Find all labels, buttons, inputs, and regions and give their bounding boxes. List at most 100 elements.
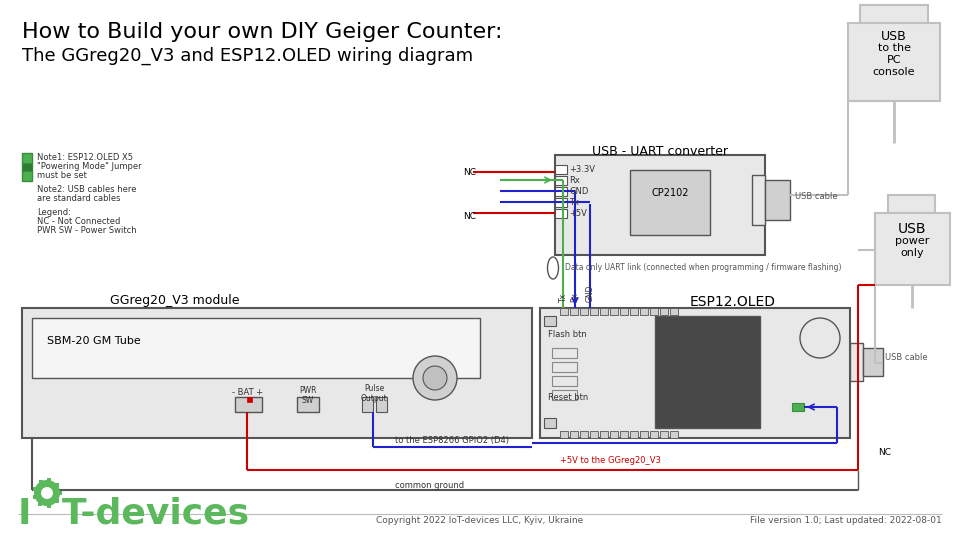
Bar — [888, 195, 935, 213]
Text: How to Build your own DIY Geiger Counter:: How to Build your own DIY Geiger Counter… — [22, 22, 502, 42]
Bar — [670, 308, 678, 315]
Text: Rx: Rx — [570, 292, 580, 302]
Text: Tx: Tx — [559, 293, 567, 302]
Circle shape — [34, 480, 60, 506]
Text: Note2: USB cables here: Note2: USB cables here — [37, 185, 136, 194]
Circle shape — [423, 366, 447, 390]
Bar — [655, 316, 760, 428]
Text: USB cable: USB cable — [885, 353, 927, 362]
Bar — [560, 308, 568, 315]
Bar — [875, 213, 950, 285]
Bar — [580, 431, 588, 438]
Bar — [590, 308, 598, 315]
Bar — [590, 431, 598, 438]
Text: Tx: Tx — [569, 198, 579, 207]
Bar — [630, 170, 710, 235]
Bar — [38, 480, 42, 484]
Text: USB cable: USB cable — [795, 192, 838, 201]
Bar — [33, 487, 36, 490]
Bar — [848, 23, 940, 101]
Text: Note1: ESP12.OLED X5: Note1: ESP12.OLED X5 — [37, 153, 133, 162]
Text: only: only — [900, 248, 924, 258]
Bar — [670, 431, 678, 438]
Bar — [235, 397, 262, 412]
Bar — [660, 308, 668, 315]
Text: GGreg20_V3 module: GGreg20_V3 module — [110, 294, 240, 307]
Bar — [610, 308, 618, 315]
Text: NC - Not Connected: NC - Not Connected — [37, 217, 120, 226]
Text: - BAT +: - BAT + — [232, 388, 264, 397]
Bar — [552, 390, 577, 400]
Bar — [58, 491, 62, 495]
Bar — [297, 397, 319, 412]
Bar — [552, 376, 577, 386]
Text: are standard cables: are standard cables — [37, 194, 121, 203]
Text: NC: NC — [463, 212, 476, 221]
Bar — [620, 431, 628, 438]
Text: T-devices: T-devices — [62, 497, 251, 531]
Text: to the ESP8266 GPIO2 (D4): to the ESP8266 GPIO2 (D4) — [395, 436, 509, 445]
Bar — [580, 308, 588, 315]
Text: "Powering Mode" Jumper: "Powering Mode" Jumper — [37, 162, 142, 171]
Bar — [22, 153, 32, 181]
Text: SBM-20 GM Tube: SBM-20 GM Tube — [47, 336, 141, 346]
Circle shape — [41, 487, 53, 499]
Text: to the: to the — [877, 43, 910, 53]
Text: Legend:: Legend: — [37, 208, 71, 217]
Bar — [640, 308, 648, 315]
Text: +3.3V: +3.3V — [569, 165, 595, 174]
Bar — [55, 500, 59, 503]
Text: console: console — [873, 67, 915, 77]
Text: Data only UART link (connected when programming / firmware flashing): Data only UART link (connected when prog… — [565, 263, 842, 272]
Bar — [544, 316, 556, 326]
Bar — [620, 308, 628, 315]
Bar — [600, 431, 608, 438]
Bar — [560, 431, 568, 438]
Bar — [860, 5, 928, 23]
Bar — [630, 308, 638, 315]
Bar — [22, 308, 532, 438]
Text: Rx: Rx — [569, 176, 580, 185]
Bar — [555, 165, 567, 174]
Text: GND: GND — [569, 187, 588, 196]
Bar — [630, 431, 638, 438]
Bar — [38, 502, 42, 507]
Bar — [752, 175, 765, 225]
Text: Flash btn: Flash btn — [548, 330, 587, 339]
Circle shape — [413, 356, 457, 400]
Bar — [570, 308, 578, 315]
Text: +5V to the GGreg20_V3: +5V to the GGreg20_V3 — [560, 456, 660, 465]
Bar — [555, 155, 765, 255]
Text: GND: GND — [586, 285, 594, 302]
Text: USB: USB — [881, 30, 907, 43]
Bar — [650, 431, 658, 438]
Text: PWR
SW: PWR SW — [300, 386, 317, 406]
Text: PC: PC — [887, 55, 901, 65]
Text: Pulse
Output: Pulse Output — [361, 384, 388, 403]
Bar — [863, 348, 883, 376]
Bar — [555, 176, 567, 185]
Bar — [765, 180, 790, 220]
Bar — [650, 308, 658, 315]
Bar — [552, 362, 577, 372]
Text: The GGreg20_V3 and ESP12.OLED wiring diagram: The GGreg20_V3 and ESP12.OLED wiring dia… — [22, 47, 473, 65]
Text: Copyright 2022 IoT-devices LLC, Kyiv, Ukraine: Copyright 2022 IoT-devices LLC, Kyiv, Uk… — [376, 516, 584, 525]
Bar — [610, 431, 618, 438]
Text: common ground: common ground — [396, 481, 465, 490]
Bar — [22, 163, 32, 171]
Bar — [555, 209, 567, 218]
Text: File version 1.0; Last updated: 2022-08-01: File version 1.0; Last updated: 2022-08-… — [751, 516, 942, 525]
Text: PWR SW - Power Switch: PWR SW - Power Switch — [37, 226, 136, 235]
Text: NC: NC — [878, 448, 891, 457]
Bar — [47, 478, 51, 482]
Text: USB - UART converter: USB - UART converter — [592, 145, 728, 158]
Text: USB: USB — [898, 222, 926, 236]
Text: must be set: must be set — [37, 171, 86, 180]
Text: I: I — [18, 497, 32, 531]
Bar — [600, 308, 608, 315]
Bar — [32, 318, 480, 378]
Text: +5V: +5V — [569, 209, 587, 218]
Bar — [55, 483, 59, 487]
Bar — [792, 403, 804, 411]
Bar — [544, 418, 556, 428]
